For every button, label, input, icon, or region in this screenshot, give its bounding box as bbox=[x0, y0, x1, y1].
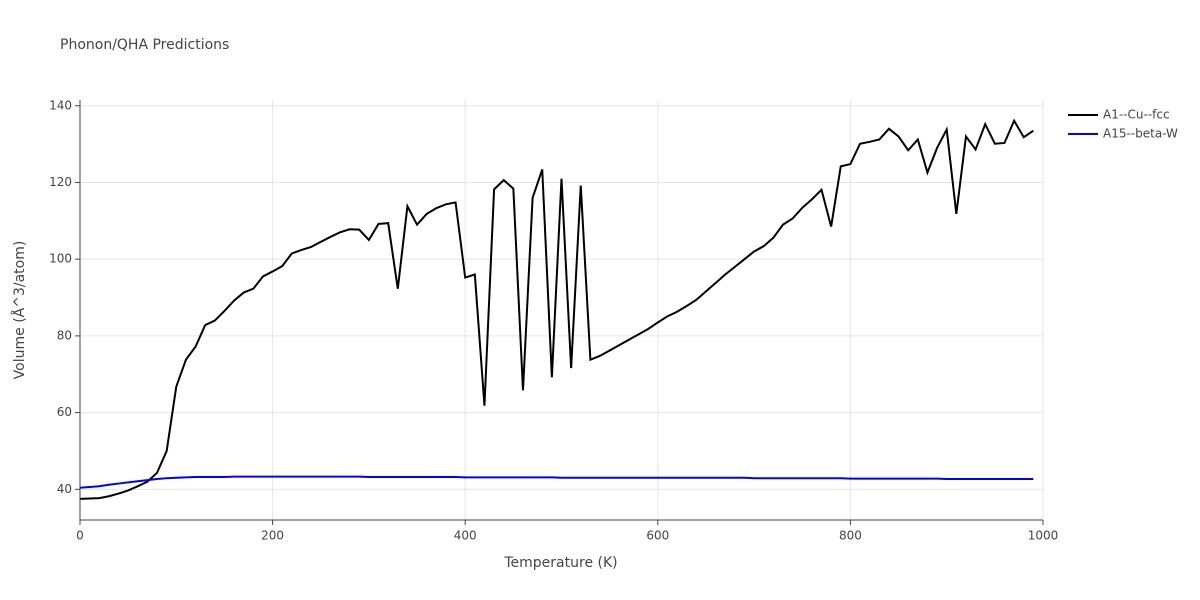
legend-label: A15--beta-W bbox=[1103, 127, 1178, 141]
series-line bbox=[79, 118, 1034, 500]
y-tick-label: 40 bbox=[57, 482, 72, 496]
y-tick-label: 60 bbox=[57, 405, 72, 419]
x-tick-label: 800 bbox=[839, 529, 862, 543]
series-line bbox=[79, 475, 1034, 489]
legend-label: A1--Cu--fcc bbox=[1103, 108, 1170, 122]
y-tick-label: 140 bbox=[49, 98, 72, 112]
x-tick-label: 0 bbox=[76, 529, 84, 543]
x-axis-title: Temperature (K) bbox=[503, 555, 617, 571]
chart-title: Phonon/QHA Predictions bbox=[60, 37, 229, 53]
y-tick-label: 120 bbox=[49, 175, 72, 189]
y-tick-label: 80 bbox=[57, 328, 72, 342]
x-tick-label: 200 bbox=[261, 529, 284, 543]
y-tick-label: 100 bbox=[49, 252, 72, 266]
x-tick-label: 600 bbox=[646, 529, 669, 543]
x-tick-label: 400 bbox=[454, 529, 477, 543]
x-tick-label: 1000 bbox=[1028, 529, 1059, 543]
y-axis-title: Volume (Å^3/atom) bbox=[11, 241, 28, 380]
